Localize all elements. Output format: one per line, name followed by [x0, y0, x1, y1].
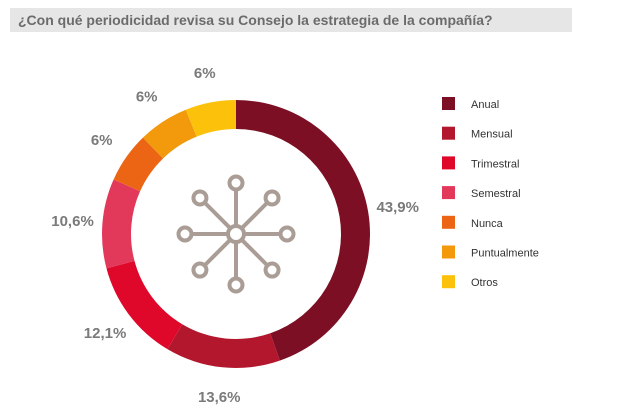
- value-label-puntualmente: 6%: [136, 88, 158, 105]
- spoke: [239, 200, 270, 231]
- legend-label-nunca: Nunca: [471, 218, 504, 230]
- legend-swatch-trimestral: [442, 156, 455, 170]
- legend-label-anual: Anual: [471, 99, 499, 111]
- slice-semestral: [101, 179, 141, 269]
- legend-swatch-semestral: [442, 186, 455, 200]
- outer-node: [278, 225, 296, 243]
- outer-node: [191, 261, 209, 279]
- outer-node: [263, 261, 281, 279]
- value-label-otros: 6%: [194, 65, 216, 82]
- value-label-anual: 43,9%: [376, 199, 419, 216]
- legend-label-semestral: Semestral: [471, 188, 521, 200]
- slice-puntualmente: [142, 109, 197, 159]
- spoke: [202, 237, 233, 268]
- slice-mensual: [167, 324, 280, 368]
- slice-otros: [185, 100, 236, 137]
- legend-label-mensual: Mensual: [471, 129, 513, 141]
- legend-swatch-anual: [442, 97, 455, 110]
- legend: Anual Mensual Trimestral Semestral Nunca Punt…: [442, 97, 539, 289]
- title-bar: ¿Con qué periodicidad revisa su Consejo …: [10, 8, 572, 32]
- legend-swatch-nunca: [442, 215, 455, 229]
- outer-node: [176, 225, 194, 243]
- network-hub-icon: [176, 174, 296, 294]
- spoke: [239, 237, 270, 268]
- legend-label-otros: Otros: [471, 277, 498, 289]
- legend-label-puntualmente: Puntualmente: [471, 248, 539, 260]
- outer-node: [263, 189, 281, 207]
- slice-nunca: [113, 137, 164, 192]
- value-label-nunca: 6%: [91, 132, 113, 149]
- legend-label-trimestral: Trimestral: [471, 158, 519, 170]
- slice-trimestral: [106, 260, 183, 350]
- chart-title: ¿Con qué periodicidad revisa su Consejo …: [18, 12, 493, 28]
- value-label-semestral: 10,6%: [51, 213, 94, 230]
- value-label-trimestral: 12,1%: [84, 325, 127, 342]
- spoke: [202, 200, 233, 231]
- legend-swatch-otros: [442, 275, 455, 289]
- outer-node: [227, 174, 245, 192]
- outer-node: [227, 276, 245, 294]
- outer-node: [191, 189, 209, 207]
- value-labels: 43,9% 13,6% 12,1% 10,6% 6% 6% 6%: [51, 65, 419, 406]
- value-label-mensual: 13,6%: [198, 389, 241, 406]
- legend-swatch-puntualmente: [442, 245, 455, 259]
- donut-slices: [101, 100, 370, 368]
- legend-swatch-mensual: [442, 126, 455, 140]
- slice-anual: [236, 100, 370, 361]
